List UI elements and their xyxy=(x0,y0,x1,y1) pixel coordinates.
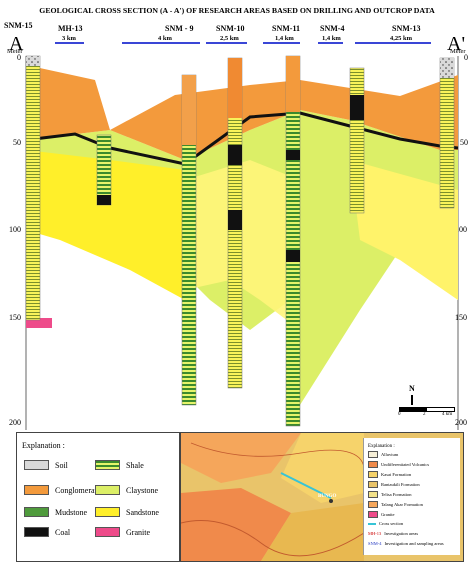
lithology-legend-title: Explanation : xyxy=(22,441,65,450)
legend-item-claystone: Claystone xyxy=(95,485,158,495)
sandstone-layer-right xyxy=(350,160,458,300)
soil-swatch xyxy=(24,460,49,470)
rantaukili-swatch xyxy=(368,481,378,488)
well-label-mh13: MH-13 xyxy=(58,24,83,33)
telisa-swatch xyxy=(368,491,378,498)
left-tick-200: 200 xyxy=(9,418,21,427)
map-legend-item-alluvium: Alluvium xyxy=(368,451,398,458)
map-legend-item-talang-akar: Talang Akar Formation xyxy=(368,501,423,508)
right-tick-0: 0 xyxy=(464,53,468,62)
unconformity-line xyxy=(25,111,459,166)
scale-label-0: 0 xyxy=(398,412,401,417)
map-legend-item-granite: Granite xyxy=(368,511,395,518)
section-end-a-prime: A' xyxy=(447,33,466,55)
volcanics-swatch xyxy=(368,461,378,468)
right-tick-100: 100 xyxy=(455,225,467,234)
map-legend-item-volcanics: Undifferentiated Volcanics xyxy=(368,461,429,468)
sandstone-layer-mid xyxy=(185,160,300,330)
right-axis-unit: Meter xyxy=(450,48,466,55)
right-tick-50: 50 xyxy=(460,138,468,147)
cross-section-diagram xyxy=(25,42,459,430)
cross-section-line-icon xyxy=(368,522,376,525)
well-label-snm4: SNM-4 xyxy=(320,24,345,33)
map-legend-item-investigation: MH-13 Investigation areas xyxy=(368,531,419,536)
talang-akar-swatch xyxy=(368,501,378,508)
distance-label-3: 2,5 km xyxy=(220,35,239,42)
section-end-a: A xyxy=(9,33,24,55)
distance-label-5: 1,4 km xyxy=(322,35,341,42)
mudstone-swatch xyxy=(24,507,49,517)
map-legend-item-cross-section: Cross section xyxy=(368,521,403,526)
distance-label-6: 4,25 km xyxy=(390,35,413,42)
map-legend-item-telisa: Telisa Formation xyxy=(368,491,412,498)
alluvium-swatch xyxy=(368,451,378,458)
distance-label-2: 4 km xyxy=(158,35,172,42)
distance-label-4: 1,4 km xyxy=(275,35,294,42)
well-label-snm9: SNM - 9 xyxy=(165,24,194,33)
legend-item-coal: Coal xyxy=(24,527,70,537)
north-arrow-icon: N xyxy=(409,384,415,393)
map-legend-title: Explanation : xyxy=(368,444,395,449)
left-tick-0: 0 xyxy=(17,53,21,62)
map-legend xyxy=(363,438,460,555)
legend-item-soil: Soil xyxy=(24,460,68,470)
well-column-snm4 xyxy=(349,67,365,214)
conglomerate-swatch xyxy=(24,485,49,495)
scale-label-4km: 4 km xyxy=(442,412,453,417)
well-label-snm10: SNM-10 xyxy=(216,24,245,33)
legend-item-conglomerate: Conglomerate xyxy=(24,485,100,495)
sampling-marker: SNM-4 xyxy=(368,541,382,546)
legend-item-shale: Shale xyxy=(95,460,144,470)
right-tick-200: 200 xyxy=(455,418,467,427)
map-legend-item-rantaukili: Rantaukili Formation xyxy=(368,481,420,488)
legend-item-mudstone: Mudstone xyxy=(24,507,87,517)
well-label-snm15: SNM-15 xyxy=(4,21,33,30)
granite-swatch xyxy=(95,527,120,537)
scale-bar xyxy=(399,407,455,412)
sandstone-swatch xyxy=(95,507,120,517)
well-label-snm11: SNM-11 xyxy=(272,24,300,33)
left-tick-50: 50 xyxy=(13,138,21,147)
claystone-swatch xyxy=(95,485,120,495)
map-granite-swatch xyxy=(368,511,378,518)
map-place-label: BUNGO xyxy=(318,494,337,499)
granite-block xyxy=(26,318,52,328)
left-axis-unit: Meter xyxy=(7,48,23,55)
scale-label-2: 2 xyxy=(423,412,426,417)
well-column-snm15 xyxy=(25,55,41,321)
north-arrow-shaft xyxy=(411,395,413,405)
well-column-mh13 xyxy=(96,134,112,206)
well-column-snm13 xyxy=(439,57,455,209)
map-legend-item-sampling: SNM-4 Investigation and sampling areas xyxy=(368,541,444,546)
legend-item-sandstone: Sandstone xyxy=(95,507,159,517)
legend-item-granite: Granite xyxy=(95,527,150,537)
lithology-legend xyxy=(16,432,180,562)
map-legend-item-kasai: Kasai Formation xyxy=(368,471,411,478)
well-label-snm13: SNM-13 xyxy=(392,24,421,33)
distance-label-1: 3 km xyxy=(62,35,76,42)
left-tick-150: 150 xyxy=(9,313,21,322)
left-tick-100: 100 xyxy=(9,225,21,234)
diagram-title: GEOLOGICAL CROSS SECTION (A - A') OF RES… xyxy=(39,6,435,15)
sandstone-layer-left xyxy=(26,150,185,300)
kasai-swatch xyxy=(368,471,378,478)
shale-swatch xyxy=(95,460,120,470)
coal-swatch xyxy=(24,527,49,537)
right-tick-150: 150 xyxy=(455,313,467,322)
investigation-marker: MH-13 xyxy=(368,531,382,536)
